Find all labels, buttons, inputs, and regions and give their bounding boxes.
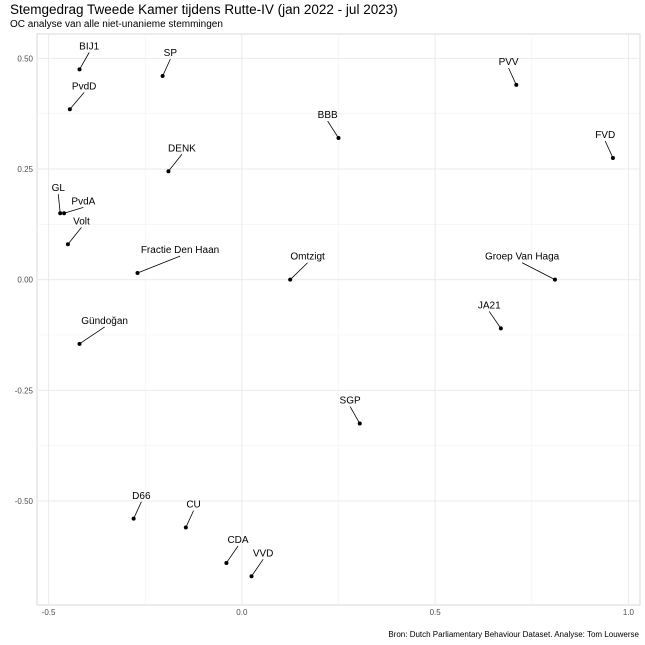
y-tick-label: -0.50 [15, 497, 34, 506]
data-point [135, 271, 140, 276]
leader-line [226, 545, 239, 564]
point-label: PvdA [71, 196, 95, 207]
leader-line [251, 559, 264, 577]
leader-line [185, 510, 194, 528]
x-tick-label: -0.5 [42, 608, 56, 617]
x-tick-label: 0.0 [236, 608, 248, 617]
point-label: SGP [340, 396, 361, 407]
point-label: CDA [227, 535, 248, 546]
point-label: FVD [595, 130, 615, 141]
data-points [58, 67, 615, 579]
point-label: PVV [499, 57, 519, 68]
point-label: GL [52, 183, 66, 194]
leader-line [289, 262, 308, 280]
data-point [166, 169, 171, 174]
leader-line [67, 227, 82, 245]
point-label: BBB [318, 110, 338, 121]
data-point [58, 211, 63, 216]
data-point [357, 421, 362, 426]
leader-line [63, 207, 84, 214]
point-label: VVD [253, 548, 274, 559]
point-labels: BIJ1 SP PvdD PVV BBB FVD DENK GL PvdA Volt Fractie… [52, 41, 616, 559]
leader-line [79, 52, 90, 70]
point-label: Volt [73, 216, 90, 227]
leader-line [69, 92, 85, 110]
data-point [67, 107, 72, 112]
data-point [514, 82, 519, 87]
axis-tick-labels: -0.5 0.0 0.5 1.0 -0.50 -0.25 0.00 0.25 0.50 [15, 54, 635, 617]
chart-title: Stemgedrag Tweede Kamer tijdens Rutte-IV… [10, 2, 398, 17]
point-label: Gündoğan [81, 316, 128, 327]
point-label: DENK [168, 143, 196, 154]
leader-line [349, 406, 361, 424]
point-label: Groep Van Haga [485, 252, 560, 263]
leader-line [57, 194, 61, 214]
point-label: D66 [132, 491, 151, 502]
point-label: BIJ1 [79, 41, 99, 52]
leader-line [327, 120, 339, 139]
data-point [77, 341, 82, 346]
point-label: Omtzigt [290, 252, 325, 263]
leader-line [508, 67, 517, 86]
leader-line [521, 262, 556, 281]
label-leader-lines [57, 52, 614, 577]
data-point [552, 277, 557, 282]
data-point [336, 136, 341, 141]
leader-line [133, 501, 142, 519]
data-point [224, 560, 229, 565]
y-tick-label: 0.25 [17, 165, 33, 174]
data-point [77, 67, 82, 72]
leader-line [162, 58, 171, 77]
point-label: JA21 [478, 300, 501, 311]
grid-lines [37, 34, 640, 605]
data-point [62, 211, 67, 216]
data-point [131, 516, 136, 521]
point-label: PvdD [72, 81, 96, 92]
x-tick-label: 1.0 [623, 608, 635, 617]
leader-line [137, 255, 181, 274]
y-tick-label: 0.50 [17, 54, 33, 63]
leader-line [488, 311, 502, 329]
data-point [498, 326, 503, 331]
data-point [288, 277, 293, 282]
data-point [610, 155, 615, 160]
leader-line [168, 154, 183, 172]
y-tick-label: -0.25 [15, 386, 34, 395]
point-label: SP [164, 48, 178, 59]
point-label: Fractie Den Haan [141, 245, 219, 256]
data-point [160, 74, 165, 79]
data-point [249, 574, 254, 579]
leader-line [79, 326, 105, 345]
data-point [183, 525, 188, 530]
leader-line [604, 140, 614, 159]
x-tick-label: 0.5 [430, 608, 442, 617]
y-tick-label: 0.00 [17, 276, 33, 285]
data-point [65, 242, 70, 247]
chart-subtitle: OC analyse van alle niet-unanieme stemmi… [10, 19, 223, 30]
chart-caption: Bron: Dutch Parliamentary Behaviour Data… [388, 630, 639, 639]
point-label: CU [186, 500, 200, 511]
